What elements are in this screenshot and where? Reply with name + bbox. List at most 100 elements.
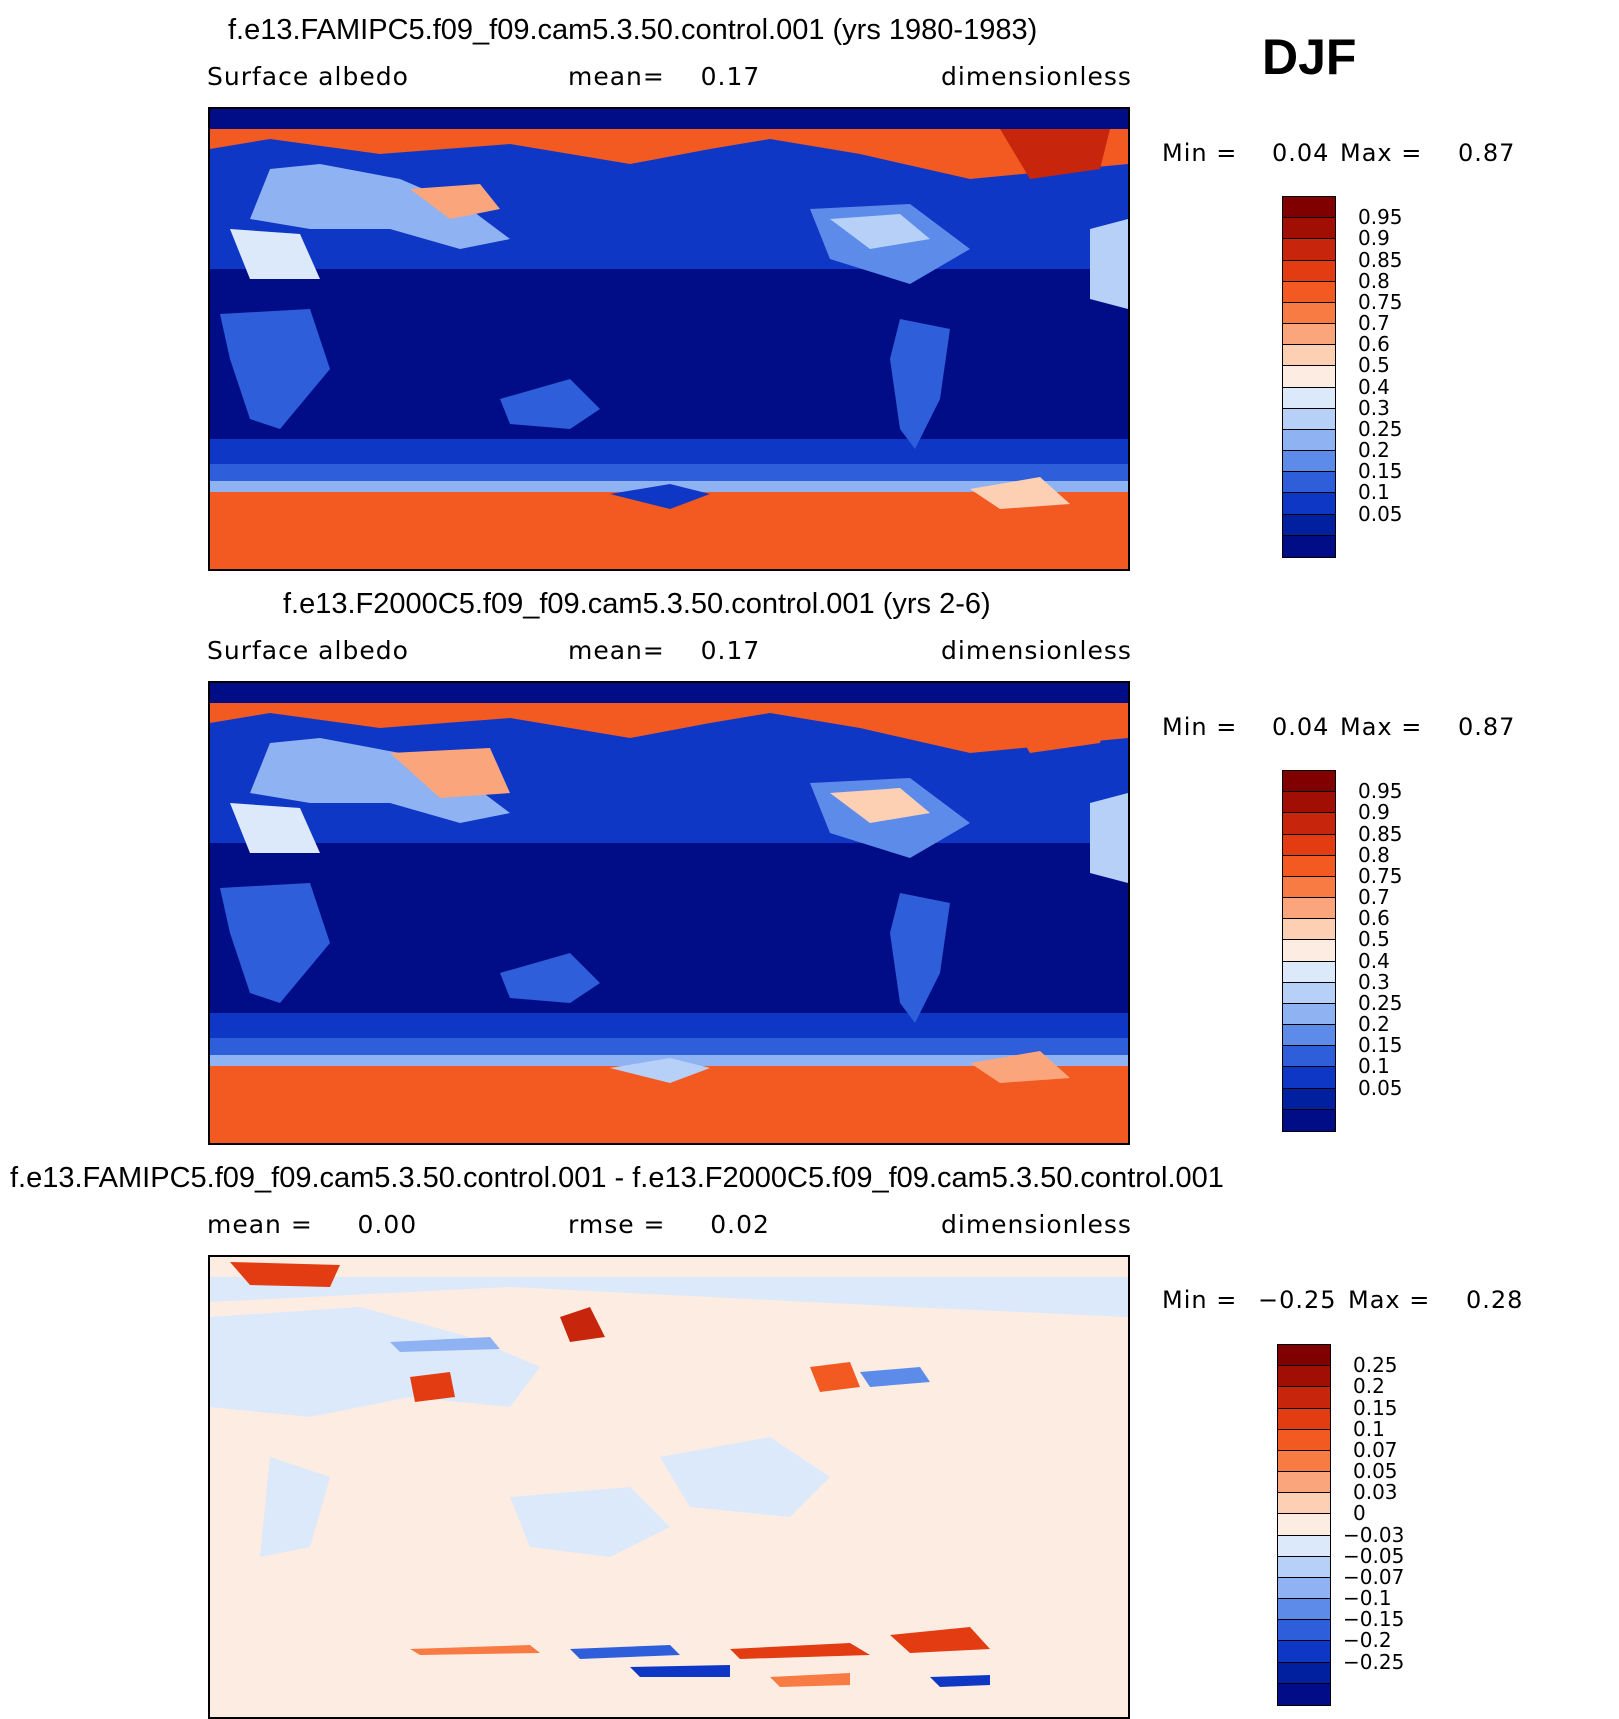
colorbar-segment: [1283, 1046, 1335, 1068]
colorbar-tick-label: 0.5: [1358, 353, 1390, 378]
colorbar-tick-label: 0.8: [1358, 268, 1390, 293]
colorbar-segment: [1283, 876, 1335, 899]
colorbar-segment: [1283, 451, 1335, 473]
colorbar-segment: [1278, 1535, 1330, 1557]
colorbar-segment: [1278, 1620, 1330, 1642]
panel-2-max-label: Max =: [1340, 713, 1423, 741]
colorbar-segment: [1283, 1109, 1335, 1131]
colorbar-segment: [1283, 472, 1335, 494]
colorbar-tick-label: 0.2: [1358, 1012, 1390, 1037]
panel-3-rmse-label: rmse = 0.02: [568, 1210, 770, 1239]
colorbar-segment: [1278, 1683, 1330, 1705]
colorbar-segment: [1278, 1493, 1330, 1515]
colorbar-segment: [1283, 834, 1335, 856]
colorbar-segment: [1278, 1641, 1330, 1663]
colorbar-tick-label: 0.1: [1358, 480, 1390, 505]
colorbar-tick-label: 0.2: [1353, 1374, 1385, 1399]
panel-2-title: f.e13.F2000C5.f09_f09.cam5.3.50.control.…: [283, 588, 991, 620]
panel-1-min-value: 0.04: [1272, 139, 1330, 167]
colorbar-tick-label: 0.15: [1353, 1395, 1398, 1420]
colorbar-tick-label: −0.07: [1343, 1564, 1405, 1589]
panel-2-map: [208, 681, 1130, 1145]
colorbar-tick-label: 0.85: [1358, 247, 1403, 272]
colorbar-tick-label: −0.05: [1343, 1543, 1405, 1568]
panel-3-max-label: Max =: [1348, 1286, 1431, 1314]
panel-3-min-value: −0.25: [1258, 1286, 1337, 1314]
colorbar-tick-label: −0.2: [1343, 1628, 1392, 1653]
panel-1-max-label: Max =: [1340, 139, 1423, 167]
colorbar-segment: [1283, 771, 1335, 793]
colorbar-tick-label: 0.25: [1353, 1353, 1398, 1378]
colorbar-tick-label: 0.85: [1358, 821, 1403, 846]
colorbar-segment: [1283, 218, 1335, 240]
colorbar-segment: [1283, 493, 1335, 515]
colorbar-tick-label: 0.75: [1358, 289, 1403, 314]
colorbar-segment: [1278, 1387, 1330, 1409]
colorbar-tick-label: 0.7: [1358, 885, 1390, 910]
colorbar-tick-label: 0.05: [1358, 501, 1403, 526]
colorbar-segment: [1283, 239, 1335, 261]
panel-3-colorbar: [1277, 1344, 1331, 1706]
colorbar-tick-label: 0.1: [1353, 1416, 1385, 1441]
colorbar-segment: [1283, 940, 1335, 962]
colorbar-tick-label: 0.1: [1358, 1054, 1390, 1079]
colorbar-segment: [1278, 1366, 1330, 1388]
colorbar-segment: [1278, 1662, 1330, 1684]
colorbar-tick-label: −0.1: [1343, 1586, 1392, 1611]
colorbar-segment: [1278, 1429, 1330, 1451]
panel-1-mean-label: mean= 0.17: [568, 62, 761, 91]
colorbar-tick-label: −0.03: [1343, 1522, 1405, 1547]
colorbar-segment: [1278, 1556, 1330, 1578]
colorbar-segment: [1278, 1345, 1330, 1367]
colorbar-segment: [1283, 535, 1335, 557]
colorbar-tick-label: 0.05: [1353, 1459, 1398, 1484]
colorbar-tick-label: 0.25: [1358, 416, 1403, 441]
panel-1-map-field: [210, 109, 1128, 569]
panel-1-min-label: Min =: [1162, 139, 1238, 167]
colorbar-segment: [1283, 345, 1335, 367]
panel-2-units-label: dimensionless: [941, 636, 1132, 665]
colorbar-segment: [1283, 514, 1335, 536]
panel-1-units-label: dimensionless: [941, 62, 1132, 91]
colorbar-segment: [1283, 302, 1335, 325]
colorbar-segment: [1283, 387, 1335, 409]
colorbar-tick-label: 0.07: [1353, 1437, 1398, 1462]
colorbar-segment: [1283, 1088, 1335, 1110]
season-label: DJF: [1262, 29, 1357, 85]
panel-2-variable-label: Surface albedo: [207, 636, 409, 665]
panel-3-mean-label: mean = 0.00: [207, 1210, 418, 1239]
panel-2-min-value: 0.04: [1272, 713, 1330, 741]
colorbar-tick-label: 0.03: [1353, 1480, 1398, 1505]
panel-3-units-label: dimensionless: [941, 1210, 1132, 1239]
colorbar-tick-label: 0: [1353, 1501, 1366, 1526]
colorbar-tick-label: 0.15: [1358, 1033, 1403, 1058]
colorbar-segment: [1283, 260, 1335, 282]
colorbar-segment: [1283, 961, 1335, 983]
panel-1-colorbar-labels: 0.95 0.9 0.85 0.8 0.75 0.7 0.6 0.5 0.4 0.3 0.25 0.2…: [1348, 196, 1438, 556]
colorbar-segment: [1278, 1599, 1330, 1621]
colorbar-tick-label: 0.9: [1358, 226, 1390, 251]
panel-2-mean-label: mean= 0.17: [568, 636, 761, 665]
colorbar-tick-label: 0.7: [1358, 311, 1390, 336]
colorbar-tick-label: 0.6: [1358, 332, 1390, 357]
panel-1-colorbar: [1282, 196, 1336, 558]
panel-3-min-label: Min =: [1162, 1286, 1238, 1314]
panel-2-min-label: Min =: [1162, 713, 1238, 741]
colorbar-tick-label: 0.05: [1358, 1075, 1403, 1100]
panel-3-title: f.e13.FAMIPC5.f09_f09.cam5.3.50.control.…: [10, 1162, 1224, 1194]
colorbar-segment: [1278, 1514, 1330, 1536]
colorbar-tick-label: −0.15: [1343, 1607, 1405, 1632]
colorbar-segment: [1283, 366, 1335, 388]
colorbar-tick-label: 0.3: [1358, 395, 1390, 420]
colorbar-segment: [1283, 982, 1335, 1004]
colorbar-tick-label: 0.75: [1358, 863, 1403, 888]
colorbar-segment: [1283, 408, 1335, 430]
colorbar-tick-label: 0.4: [1358, 374, 1390, 399]
colorbar-segment: [1278, 1577, 1330, 1600]
panel-2-map-field: [210, 683, 1128, 1143]
colorbar-segment: [1283, 855, 1335, 877]
colorbar-segment: [1278, 1472, 1330, 1494]
panel-3-colorbar-labels: 0.25 0.2 0.15 0.1 0.07 0.05 0.03 0 −0.03 −0.05 −0.…: [1343, 1344, 1443, 1704]
colorbar-segment: [1283, 281, 1335, 303]
panel-1-max-value: 0.87: [1458, 139, 1516, 167]
